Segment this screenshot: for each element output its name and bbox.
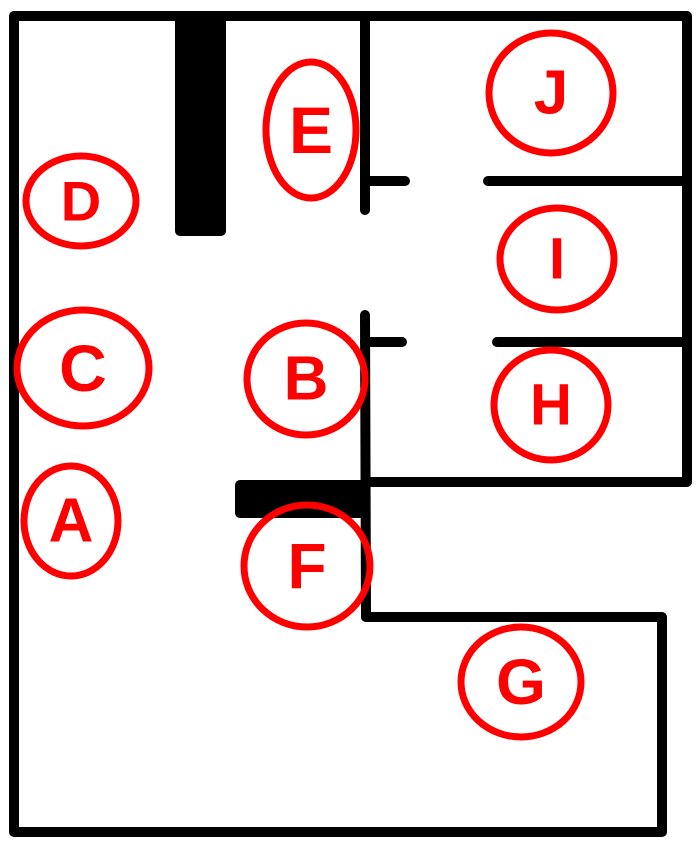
svg-text:E: E: [289, 93, 333, 167]
label-g: G: [457, 623, 585, 741]
svg-text:D: D: [61, 170, 101, 233]
svg-text:H: H: [530, 373, 572, 438]
svg-text:I: I: [549, 227, 565, 292]
svg-text:G: G: [496, 646, 546, 718]
svg-text:J: J: [534, 59, 568, 128]
svg-text:A: A: [49, 487, 94, 556]
label-j: J: [485, 29, 617, 157]
partition-bar-top: [175, 16, 226, 236]
label-d: D: [22, 152, 140, 250]
label-f: F: [240, 501, 374, 631]
label-c: C: [13, 306, 153, 430]
label-i: I: [496, 204, 618, 314]
label-h: H: [490, 346, 612, 464]
label-b: B: [243, 319, 369, 439]
svg-text:B: B: [284, 345, 329, 414]
svg-text:F: F: [287, 530, 326, 602]
outer-wall: [9, 11, 667, 837]
label-a: A: [20, 462, 122, 580]
label-e: E: [262, 58, 360, 202]
partition-bar-middle: [235, 480, 370, 518]
svg-text:C: C: [59, 331, 107, 405]
solid-partitions: [175, 16, 370, 518]
room-labels: D E J I C B H A: [13, 29, 618, 741]
right-block-wall: [360, 11, 692, 487]
